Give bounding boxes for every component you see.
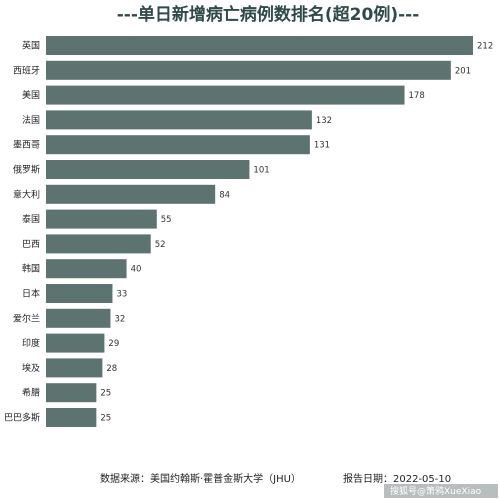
value-label: 132	[316, 116, 332, 126]
bar	[46, 308, 111, 328]
category-label: 英国	[22, 40, 40, 52]
category-label: 巴西	[22, 239, 40, 250]
category-label: 西班牙	[13, 64, 40, 76]
category-label: 埃及	[22, 362, 40, 374]
footer-date: 报告日期：2022-05-10	[343, 472, 451, 485]
category-label: 韩国	[22, 263, 40, 275]
value-label: 52	[155, 240, 166, 250]
bar	[46, 110, 312, 130]
value-label: 33	[116, 290, 127, 300]
chart-title: ---单日新增病亡病例数排名(超20例)---	[117, 4, 420, 25]
value-label: 84	[219, 190, 230, 200]
bar	[46, 234, 151, 254]
category-label: 印度	[22, 337, 40, 349]
value-label: 32	[114, 314, 125, 324]
bar	[46, 60, 451, 80]
value-label: 131	[314, 141, 330, 151]
category-label: 墨西哥	[13, 140, 40, 151]
category-label: 意大利	[13, 188, 40, 200]
bar	[46, 135, 310, 155]
category-label: 俄罗斯	[13, 164, 40, 176]
bars-group: 英国 212 西班牙 201 美国 178 法国 132 墨西哥 131 俄罗斯 101 意大利 84 泰国…	[4, 36, 493, 427]
bar	[46, 160, 250, 179]
category-label: 巴巴多斯	[4, 412, 40, 424]
bar	[46, 358, 103, 378]
value-label: 29	[108, 339, 119, 349]
category-label: 法国	[22, 114, 40, 126]
bar	[46, 408, 97, 427]
bar	[46, 184, 216, 204]
bar	[46, 383, 97, 403]
value-label: 212	[477, 42, 493, 52]
watermark-bg	[384, 484, 498, 498]
value-label: 25	[100, 414, 111, 424]
bar	[46, 209, 157, 229]
category-label: 泰国	[22, 213, 40, 225]
value-label: 101	[253, 166, 269, 176]
bar	[46, 284, 113, 303]
category-label: 美国	[22, 89, 40, 101]
value-label: 28	[106, 364, 117, 374]
bar	[46, 85, 405, 105]
watermark-text: 搜狐号@箫鸦XueXiao	[390, 485, 482, 497]
category-label: 日本	[22, 288, 40, 300]
value-label: 178	[409, 91, 425, 101]
category-label: 希腊	[22, 387, 40, 399]
bar	[46, 36, 473, 55]
value-label: 25	[100, 389, 111, 399]
bar	[46, 333, 105, 353]
value-label: 55	[161, 215, 172, 225]
value-label: 201	[455, 66, 471, 76]
category-label: 爱尔兰	[13, 312, 40, 324]
bar	[46, 259, 127, 279]
value-label: 40	[131, 265, 142, 275]
footer-source: 数据来源：美国约翰斯·霍普金斯大学（JHU）	[100, 472, 301, 485]
